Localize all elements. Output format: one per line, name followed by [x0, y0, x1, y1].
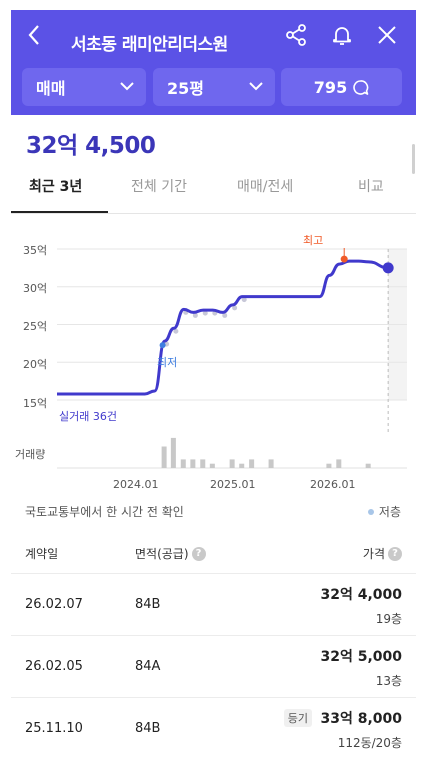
y-tick-label: 15억	[23, 397, 48, 410]
row-price: 32억 5,000	[320, 649, 402, 665]
table-row[interactable]: 26.02.05 84A 32억 5,000 13층	[11, 635, 416, 697]
table-row[interactable]: 26.02.07 84B 32억 4,000 19층	[11, 573, 416, 635]
low-label: 최저	[157, 356, 178, 369]
price-chart[interactable]: 35억 30억 25억 20억 15억 최고 최저 실거래 36건 거래량 20…	[11, 228, 416, 496]
current-point	[382, 262, 394, 274]
volume-bar	[180, 459, 186, 468]
tab-compare[interactable]: 비교	[358, 179, 384, 195]
active-tab-indicator	[11, 211, 108, 213]
low-floor-legend: 저층	[367, 503, 401, 520]
row-area: 84B	[135, 597, 161, 612]
back-icon[interactable]	[19, 20, 49, 50]
row-date: 25.11.10	[25, 721, 83, 736]
app-header: 서초동 래미안리더스원 매매 25평 795	[11, 10, 416, 115]
help-icon[interactable]: ?	[191, 546, 206, 561]
trade-point	[232, 305, 238, 311]
registered-badge: 등기	[283, 709, 312, 727]
y-tick-label: 25억	[23, 320, 48, 333]
row-area: 84A	[135, 659, 161, 674]
x-tick-label: 2026.01	[310, 478, 356, 491]
bell-icon[interactable]	[327, 20, 357, 50]
column-header-price-label: 가격	[362, 547, 385, 561]
volume-bar	[170, 437, 176, 468]
row-date: 26.02.07	[25, 597, 83, 612]
y-tick-label: 30억	[23, 282, 48, 295]
period-tabs: 최근 3년 전체 기간 매매/전세 비교	[11, 166, 416, 214]
page-title: 서초동 래미안리더스원	[71, 35, 228, 55]
volume-bar	[365, 463, 371, 468]
volume-bar	[161, 446, 167, 468]
table-row[interactable]: 25.11.10 84B 등기 33억 8,000 112동/20층	[11, 697, 416, 759]
trade-type-label: 매매	[36, 79, 66, 98]
row-price: 33억 8,000	[320, 711, 402, 727]
row-price: 32억 4,000	[320, 587, 402, 603]
tab-all-period[interactable]: 전체 기간	[131, 179, 187, 195]
trade-point	[241, 297, 247, 303]
price-chart-svg	[57, 248, 407, 469]
comments-button[interactable]: 795	[281, 68, 402, 106]
trade-point	[173, 328, 179, 334]
y-tick-label: 35억	[23, 244, 48, 257]
trade-count-label: 실거래 36건	[59, 410, 117, 423]
volume-bar	[200, 459, 206, 468]
data-source-text: 국토교통부에서 한 시간 전 확인	[25, 505, 184, 519]
volume-bar	[249, 459, 255, 468]
low-point	[159, 342, 166, 349]
column-header-price: 가격 ?	[363, 545, 402, 562]
row-area: 84B	[135, 721, 161, 736]
area-label: 25평	[167, 79, 204, 98]
chevron-down-icon	[247, 77, 265, 99]
close-icon[interactable]	[372, 20, 402, 50]
y-tick-label: 20억	[23, 358, 48, 371]
column-header-area: 면적(공급) ?	[135, 545, 206, 562]
column-header-date-label: 계약일	[25, 547, 59, 561]
chevron-down-icon	[118, 77, 136, 99]
tab-sale-rent[interactable]: 매매/전세	[237, 179, 294, 195]
volume-bar	[209, 463, 215, 468]
volume-bar	[326, 463, 332, 468]
column-header-area-label: 면적(공급)	[135, 547, 189, 561]
current-price: 32억 4,500	[26, 133, 156, 159]
x-tick-label: 2024.01	[113, 478, 159, 491]
x-tick-label: 2025.01	[210, 478, 256, 491]
row-floor: 13층	[375, 674, 402, 688]
share-icon[interactable]	[281, 20, 311, 50]
volume-bar	[190, 459, 196, 468]
row-date: 26.02.05	[25, 659, 83, 674]
column-header-date: 계약일	[25, 545, 58, 562]
legend-dot	[367, 508, 374, 515]
trade-point	[192, 312, 198, 318]
chat-bubble-icon	[352, 79, 369, 96]
scroll-indicator	[412, 144, 415, 174]
trade-type-select[interactable]: 매매	[22, 68, 146, 106]
row-floor: 19층	[375, 612, 402, 626]
trade-point	[222, 312, 228, 318]
volume-bar	[239, 463, 245, 468]
area-select[interactable]: 25평	[153, 68, 275, 106]
volume-bar	[336, 459, 342, 468]
comments-count: 795	[313, 77, 348, 97]
high-point	[340, 255, 348, 263]
tab-recent-3y[interactable]: 최근 3년	[29, 179, 83, 195]
high-label: 최고	[303, 234, 324, 247]
volume-bar	[268, 459, 274, 468]
row-floor: 112동/20층	[337, 736, 402, 750]
volume-label: 거래량	[15, 448, 46, 461]
help-icon[interactable]: ?	[388, 546, 402, 561]
trade-point	[202, 310, 208, 316]
price-line	[57, 259, 389, 396]
volume-bar	[229, 459, 235, 468]
legend-label: 저층	[378, 505, 401, 519]
